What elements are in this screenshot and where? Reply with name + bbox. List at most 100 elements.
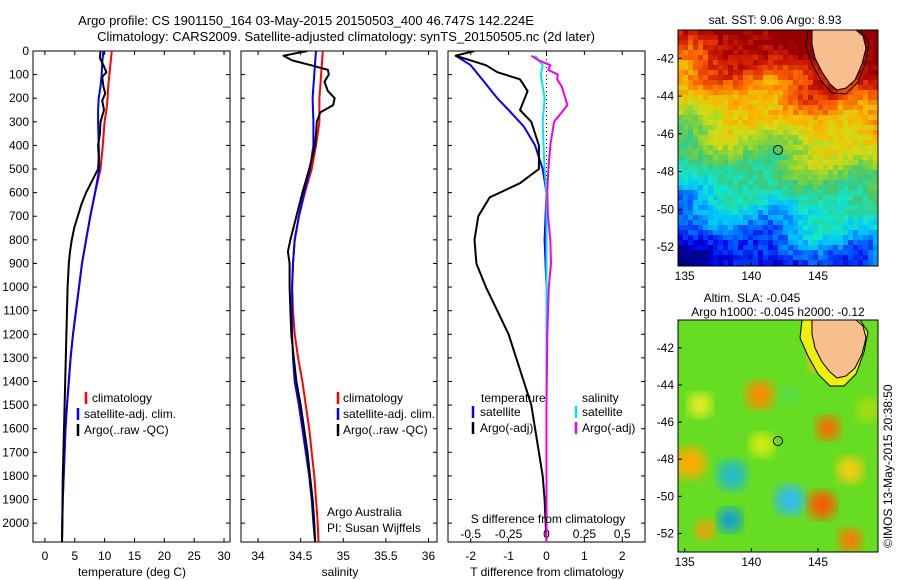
sst-cell bbox=[863, 220, 868, 225]
sst-cell bbox=[808, 235, 813, 240]
sst-cell bbox=[743, 210, 748, 215]
sst-cell bbox=[818, 230, 823, 235]
sst-cell bbox=[723, 115, 728, 120]
sst-cell bbox=[693, 245, 698, 250]
sst-cell bbox=[778, 190, 783, 195]
sst-cell bbox=[703, 255, 708, 260]
sst-cell bbox=[863, 185, 868, 190]
sst-cell bbox=[763, 35, 768, 40]
sst-cell bbox=[803, 50, 808, 55]
sst-cell bbox=[828, 175, 833, 180]
sst-cell bbox=[678, 185, 683, 190]
sst-cell bbox=[733, 195, 738, 200]
sst-cell bbox=[793, 245, 798, 250]
sst-cell bbox=[863, 90, 868, 95]
sst-cell bbox=[773, 215, 778, 220]
sst-cell bbox=[713, 250, 718, 255]
sst-cell bbox=[803, 110, 808, 115]
sst-cell bbox=[688, 215, 693, 220]
sst-cell bbox=[803, 220, 808, 225]
sst-cell bbox=[808, 105, 813, 110]
sst-cell bbox=[678, 145, 683, 150]
sst-cell bbox=[823, 230, 828, 235]
sst-cell bbox=[688, 135, 693, 140]
sst-cell bbox=[853, 155, 858, 160]
sst-cell bbox=[693, 60, 698, 65]
sst-cell bbox=[823, 240, 828, 245]
sst-cell bbox=[778, 250, 783, 255]
sst-cell bbox=[788, 165, 793, 170]
sst-cell bbox=[843, 190, 848, 195]
sst-cell bbox=[678, 225, 683, 230]
sst-cell bbox=[733, 235, 738, 240]
sst-cell bbox=[793, 65, 798, 70]
sst-cell bbox=[718, 220, 723, 225]
sst-cell bbox=[828, 205, 833, 210]
sst-cell bbox=[808, 150, 813, 155]
sst-cell bbox=[753, 170, 758, 175]
sst-cell bbox=[728, 130, 733, 135]
sst-cell bbox=[788, 195, 793, 200]
sst-cell bbox=[733, 230, 738, 235]
sst-cell bbox=[788, 245, 793, 250]
salinity-series-argo-raw-qc bbox=[282, 51, 336, 542]
sst-cell bbox=[853, 95, 858, 100]
sst-cell bbox=[838, 90, 843, 95]
sst-cell bbox=[753, 75, 758, 80]
sst-cell bbox=[798, 195, 803, 200]
sst-cell bbox=[853, 135, 858, 140]
sst-cell bbox=[703, 160, 708, 165]
sst-cell bbox=[833, 230, 838, 235]
salinity-legend-satellite: satellite-adj. clim. bbox=[343, 407, 435, 421]
sst-cell bbox=[703, 165, 708, 170]
sst-cell bbox=[718, 80, 723, 85]
sst-cell bbox=[703, 85, 708, 90]
sst-cell bbox=[678, 220, 683, 225]
sst-cell bbox=[778, 180, 783, 185]
sst-cell bbox=[738, 160, 743, 165]
sst-cell bbox=[868, 255, 873, 260]
sst-cell bbox=[688, 260, 693, 265]
sst-cell bbox=[868, 230, 873, 235]
sst-argo-marker bbox=[773, 145, 783, 155]
sst-cell bbox=[708, 260, 713, 265]
sst-cell bbox=[818, 200, 823, 205]
sst-cell bbox=[708, 110, 713, 115]
sst-cell bbox=[683, 180, 688, 185]
sst-cell bbox=[698, 80, 703, 85]
sst-cell bbox=[798, 50, 803, 55]
sst-cell bbox=[768, 60, 773, 65]
sst-cell bbox=[798, 135, 803, 140]
sst-cell bbox=[698, 190, 703, 195]
sla-anomaly-blob bbox=[775, 485, 805, 515]
sst-cell bbox=[763, 40, 768, 45]
sst-cell bbox=[803, 95, 808, 100]
sst-cell bbox=[778, 60, 783, 65]
sst-cell bbox=[793, 45, 798, 50]
sla-anomaly-blob bbox=[746, 381, 774, 409]
sst-cell bbox=[808, 205, 813, 210]
depth-tick-label: 100 bbox=[9, 68, 29, 82]
sst-cell bbox=[763, 175, 768, 180]
sst-cell bbox=[743, 145, 748, 150]
temperature-xtick-label: 15 bbox=[128, 549, 142, 563]
sst-cell bbox=[718, 205, 723, 210]
sst-cell bbox=[828, 190, 833, 195]
sst-cell bbox=[693, 65, 698, 70]
sst-cell bbox=[758, 120, 763, 125]
difference-legend-t-argo: Argo(-adj) bbox=[480, 421, 533, 435]
depth-tick-label: 400 bbox=[9, 138, 29, 152]
sst-cell bbox=[788, 105, 793, 110]
sst-cell bbox=[688, 220, 693, 225]
sst-cell bbox=[753, 225, 758, 230]
sst-cell bbox=[848, 235, 853, 240]
sst-cell bbox=[808, 85, 813, 90]
sst-cell bbox=[753, 35, 758, 40]
sst-cell bbox=[783, 120, 788, 125]
sst-cell bbox=[873, 30, 878, 35]
sst-cell bbox=[693, 260, 698, 265]
sst-cell bbox=[873, 160, 878, 165]
sst-cell bbox=[718, 90, 723, 95]
sst-cell bbox=[788, 115, 793, 120]
sst-cell bbox=[748, 190, 753, 195]
